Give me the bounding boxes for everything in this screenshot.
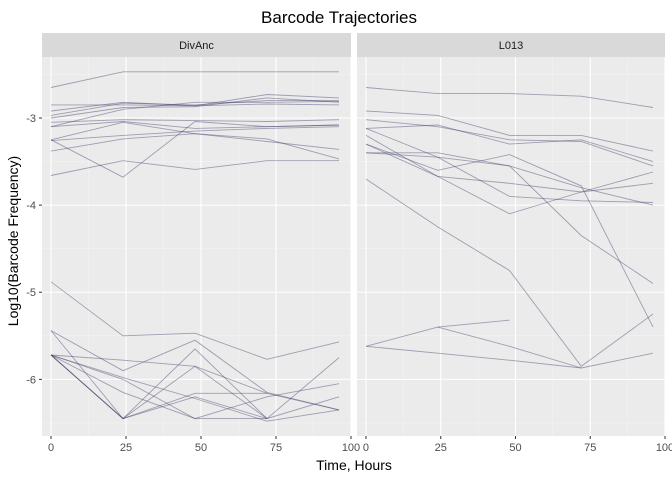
- series-line-l013-14: [437, 326, 582, 369]
- series-line-divanc-19: [50, 354, 340, 420]
- series-line-divanc-18: [50, 354, 340, 422]
- facets-layer: DivAnc L013: [42, 33, 666, 436]
- x-tick-label: 75: [584, 442, 596, 454]
- x-tick-label: 0: [363, 442, 369, 454]
- series-line-divanc-12: [50, 121, 340, 160]
- series-line-divanc-1: [50, 71, 339, 88]
- series-line-divanc-15: [50, 330, 340, 411]
- series-line-divanc-2: [51, 103, 340, 107]
- series-line-divanc-23: [50, 354, 268, 420]
- chart-title: Barcode Trajectories: [261, 8, 417, 27]
- series-line-divanc-6: [50, 100, 340, 128]
- y-tick-label: -5: [26, 287, 36, 299]
- series-line-divanc-16: [50, 330, 340, 420]
- series-line-divanc-10: [50, 133, 340, 152]
- series-line-divanc-5: [50, 97, 340, 119]
- x-tick-label: 100: [656, 442, 672, 454]
- x-tick-label: 100: [342, 442, 360, 454]
- facet-strip: [357, 33, 665, 57]
- x-tick-label: 75: [270, 442, 282, 454]
- series-line-divanc-8: [50, 121, 340, 129]
- series-line-l013-10: [365, 143, 654, 328]
- y-tick-label: -6: [26, 374, 36, 386]
- x-tick-label: 50: [509, 442, 521, 454]
- series-line-l013-9: [366, 152, 654, 284]
- series-line-divanc-11: [50, 121, 340, 178]
- facet-panel-divanc: DivAnc: [42, 33, 352, 436]
- y-axis-title: Log10(Barcode Frequency): [5, 156, 21, 326]
- panel-background: [42, 57, 351, 436]
- series-line-l013-5: [365, 127, 654, 206]
- x-axis-title: Time, Hours: [316, 457, 392, 473]
- series-line-divanc-14: [50, 281, 340, 360]
- series-line-divanc-3: [50, 94, 340, 112]
- facet-panel-l013: L013: [357, 33, 666, 436]
- series-line-l013-12: [365, 319, 510, 347]
- series-line-l013-7: [365, 152, 654, 203]
- series-line-l013-3: [365, 119, 654, 167]
- facet-strip: [42, 33, 351, 57]
- y-axis-ticks: -3 -4 -5 -6: [26, 113, 42, 386]
- facet-strip-label: DivAnc: [179, 40, 214, 52]
- y-tick-label: -3: [26, 113, 36, 125]
- series-line-divanc-7: [50, 119, 340, 123]
- y-tick-label: -4: [26, 200, 36, 212]
- x-tick-label: 0: [48, 442, 54, 454]
- x-tick-label: 25: [120, 442, 132, 454]
- series-line-l013-11: [365, 178, 654, 367]
- series-line-divanc-21: [50, 348, 268, 420]
- series-line-l013-1: [365, 87, 654, 108]
- series-line-divanc-20: [50, 354, 267, 420]
- x-tick-label: 50: [195, 442, 207, 454]
- series-line-divanc-22: [50, 354, 340, 420]
- series-line-divanc-13: [50, 160, 339, 176]
- series-line-l013-2: [365, 110, 654, 152]
- x-tick-label: 25: [435, 442, 447, 454]
- facet-strip-label: L013: [499, 40, 523, 52]
- x-axis-ticks: 0 25 50 75 100 0 25 50 75 100: [48, 436, 672, 454]
- series-line-l013-8: [365, 135, 654, 215]
- series-line-l013-4: [365, 124, 654, 163]
- series-line-divanc-9: [50, 126, 340, 142]
- panel-background: [357, 57, 665, 436]
- series-line-divanc-17: [50, 354, 340, 411]
- series-line-divanc-4: [50, 100, 339, 116]
- series-line-l013-6: [365, 143, 654, 193]
- series-line-l013-13: [365, 345, 654, 369]
